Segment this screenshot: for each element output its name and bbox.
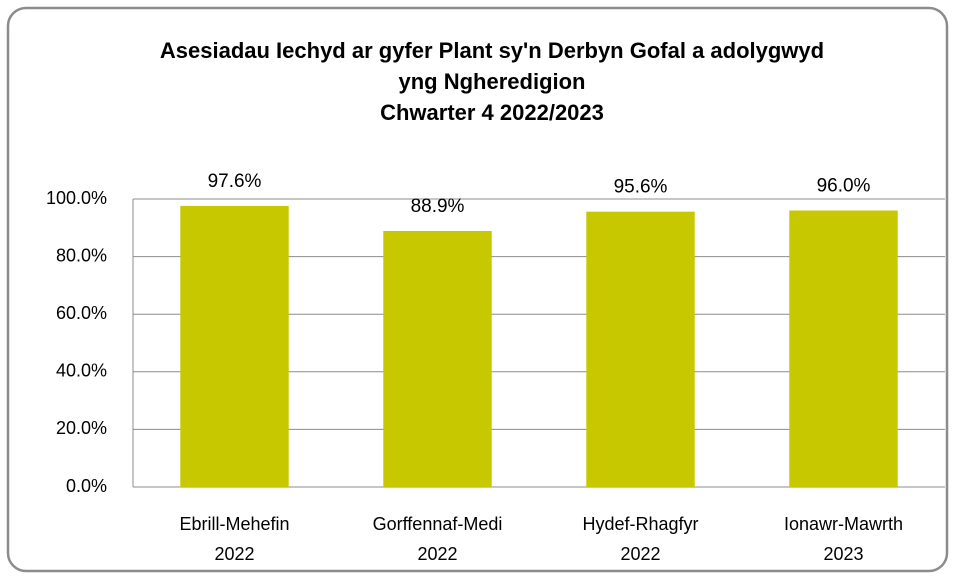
bar xyxy=(586,211,695,487)
chart-title: yng Ngheredigion xyxy=(399,69,586,94)
y-tick-label: 40.0% xyxy=(56,361,107,381)
chart-title: Asesiadau Iechyd ar gyfer Plant sy'n Der… xyxy=(160,38,824,63)
x-tick-label: Ionawr-Mawrth 2023 xyxy=(784,514,903,564)
y-tick-label: 80.0% xyxy=(56,245,107,265)
data-label: 96.0% xyxy=(817,176,871,197)
data-label: 95.6% xyxy=(614,177,668,198)
y-tick-label: 0.0% xyxy=(66,476,107,496)
y-tick-label: 100.0% xyxy=(46,188,107,208)
y-tick-label: 60.0% xyxy=(56,303,107,323)
data-label: 88.9% xyxy=(411,196,465,217)
chart-title: Chwarter 4 2022/2023 xyxy=(380,100,604,125)
x-tick-label: Ebrill-Mehefin 2022 xyxy=(179,514,289,564)
bar xyxy=(180,205,289,488)
x-tick-label: Gorffennaf-Medi 2022 xyxy=(373,514,503,564)
bar xyxy=(789,210,898,487)
bar xyxy=(383,230,492,487)
x-tick-label: Hydef-Rhagfyr 2022 xyxy=(582,514,698,564)
data-label: 97.6% xyxy=(208,171,262,192)
y-tick-label: 20.0% xyxy=(56,418,107,438)
